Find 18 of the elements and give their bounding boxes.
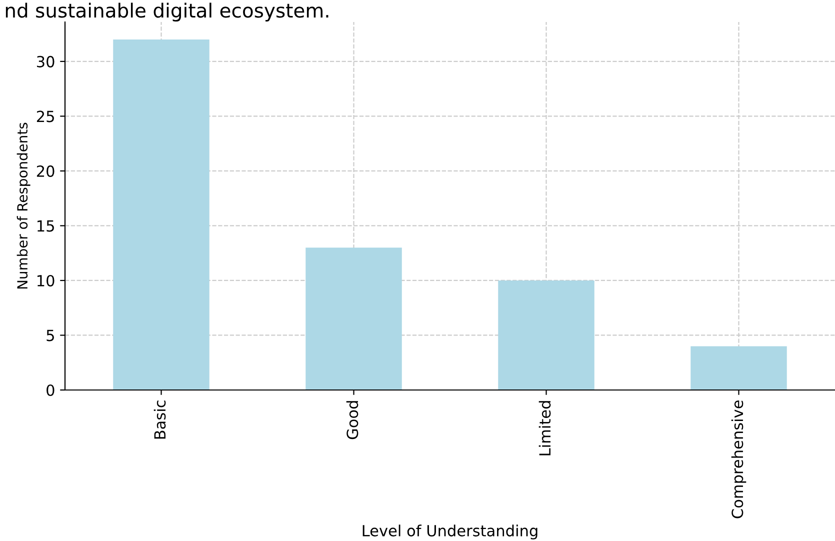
y-tick-label: 20 xyxy=(36,165,54,177)
x-tick-label: Basic xyxy=(154,400,166,439)
y-tick-label: 30 xyxy=(37,56,54,68)
y-tick-label: 10 xyxy=(38,274,54,286)
bar xyxy=(113,40,210,390)
bar xyxy=(690,346,787,390)
x-tick-label: Comprehensive xyxy=(731,400,746,518)
y-tick-label: 0 xyxy=(46,384,54,396)
x-tick-label: Limited xyxy=(538,401,551,456)
chart-title: nd sustainable digital ecosystem. xyxy=(6,2,328,22)
x-tick-label: Good xyxy=(346,401,358,440)
y-tick-label: 15 xyxy=(38,220,54,232)
bar xyxy=(306,248,402,390)
x-axis-title: Level of Understanding xyxy=(362,524,538,540)
bar xyxy=(498,280,594,390)
y-axis-title: Number of Respondents xyxy=(16,122,30,289)
y-tick-label: 5 xyxy=(46,330,54,342)
y-tick-label: 25 xyxy=(36,110,54,122)
